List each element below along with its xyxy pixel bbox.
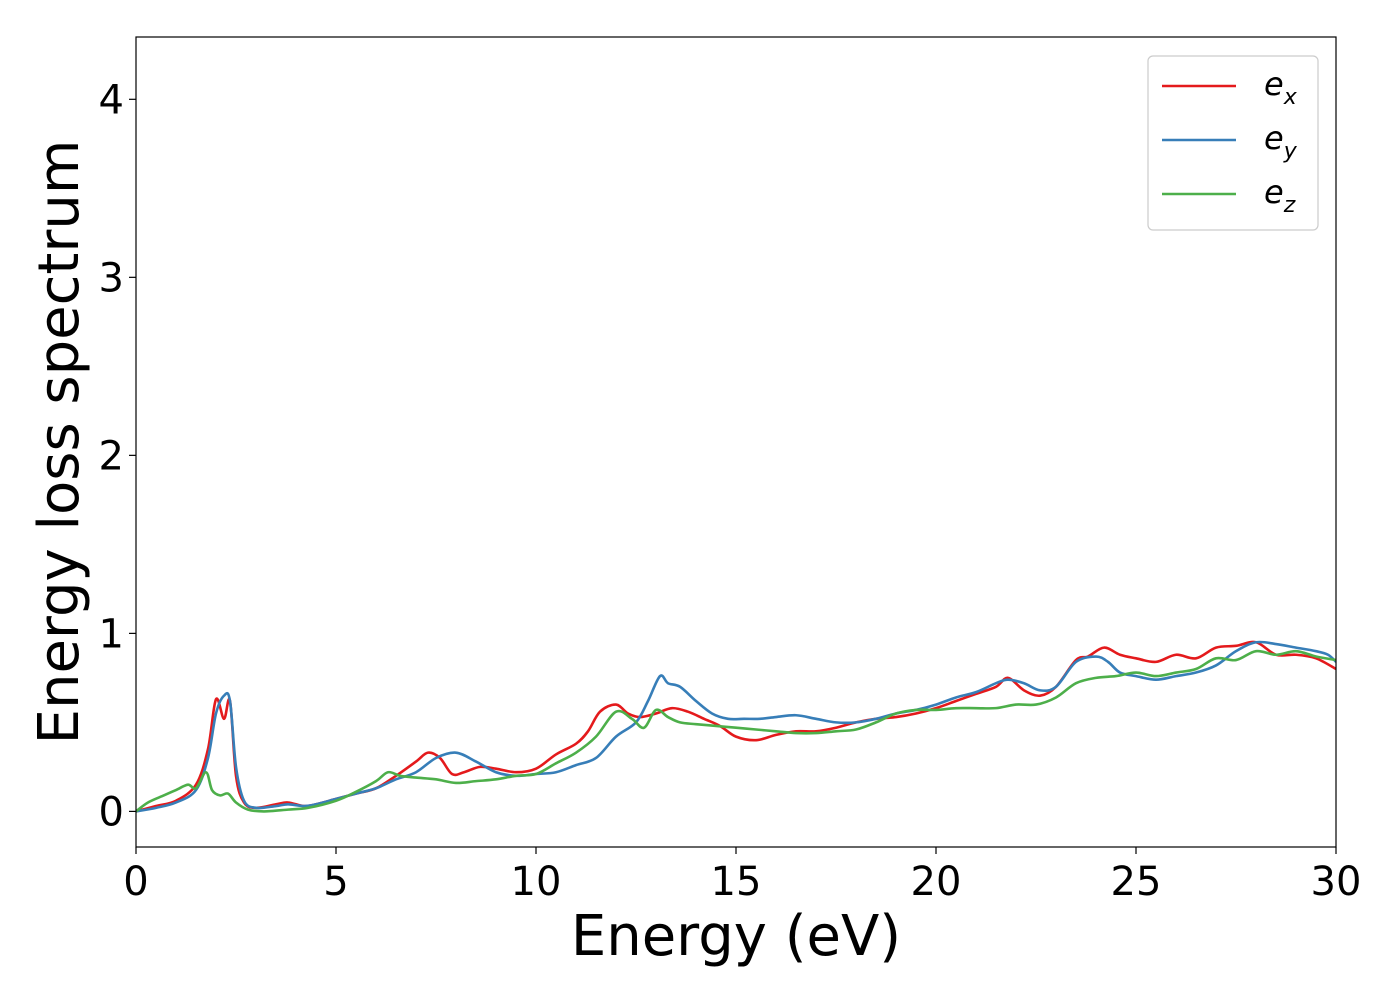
y-tick-label: 2 <box>99 433 124 479</box>
x-tick-label: 10 <box>511 859 562 905</box>
legend-box <box>1147 55 1319 231</box>
x-tick-label: 30 <box>1311 859 1362 905</box>
legend-label-y: ey <box>1264 119 1298 164</box>
y-axis-ticks: 0 1 2 3 4 <box>99 77 136 835</box>
x-tick-label: 20 <box>911 859 962 905</box>
series-line-z <box>136 649 1336 813</box>
legend-label-x: ex <box>1264 65 1298 110</box>
x-axis-title: Energy (eV) <box>571 904 901 969</box>
y-tick-label: 3 <box>99 255 124 301</box>
x-tick-label: 15 <box>711 859 762 905</box>
series-line-x <box>136 640 1336 813</box>
y-tick-label: 1 <box>99 611 124 657</box>
x-axis-ticks: 0 5 10 15 20 25 30 <box>123 847 1361 905</box>
y-tick-label: 4 <box>99 77 124 123</box>
x-tick-label: 5 <box>323 859 348 905</box>
y-tick-label: 0 <box>99 789 124 835</box>
x-tick-label: 25 <box>1111 859 1162 905</box>
legend: ex ey ez <box>1147 55 1319 231</box>
y-axis-title: Energy loss spectrum <box>27 140 92 745</box>
legend-label-z: ez <box>1264 173 1296 218</box>
series-line-y <box>136 640 1336 813</box>
x-tick-label: 0 <box>123 859 148 905</box>
